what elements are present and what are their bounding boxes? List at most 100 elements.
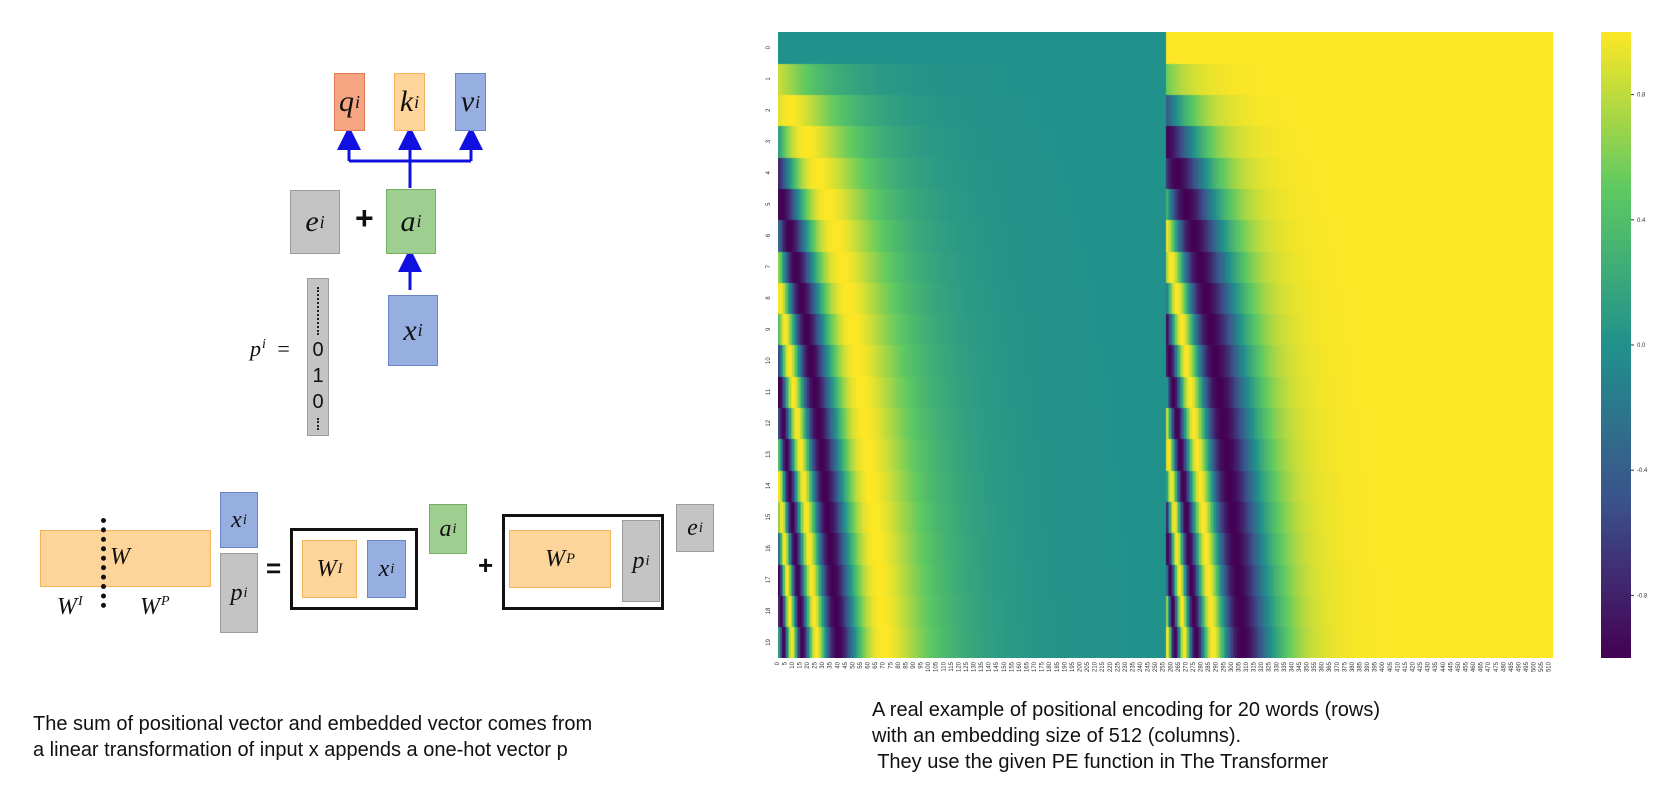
x-tick-label: 160 [1017,661,1023,672]
y-tick-label: 13 [766,451,772,458]
y-tick-label: 19 [766,638,772,645]
y-tick-label: 3 [766,139,772,143]
x-tick-label: 205 [1085,661,1091,672]
wi-x-group [290,528,418,610]
x-tick-label: 485 [1509,661,1515,672]
y-tick-label: 15 [766,513,772,520]
x-tick-label: 30 [820,661,826,668]
y-tick-label: 16 [766,544,772,551]
x-tick-label: 370 [1335,661,1341,672]
x-tick-label: 465 [1479,661,1485,672]
weight-matrix-w [40,530,211,587]
x-tick-label: 65 [873,661,879,668]
x-tick-label: 230 [1123,661,1129,672]
x-tick-label: 125 [964,661,970,672]
x-tick-label: 115 [949,661,955,671]
x-tick-label: 175 [1040,661,1046,672]
x-tick-label: 395 [1373,661,1379,672]
x-tick-label: 60 [866,661,872,668]
x-tick-label: 20 [805,661,811,668]
x-tick-label: 390 [1365,661,1371,672]
heatmap-canvas [778,32,1553,658]
x-tick-label: 195 [1070,661,1076,672]
one-hot-vector: 0 1 0 [307,278,329,436]
y-tick-label: 14 [766,482,772,489]
y-tick-label: 7 [766,264,772,268]
x-tick-label: 240 [1138,661,1144,672]
x-tick-label: 500 [1532,661,1538,672]
x-tick-label: 15 [797,661,803,668]
x-tick-label: 210 [1093,661,1099,672]
x-tick-label: 245 [1146,661,1152,672]
y-tick-label: 10 [766,357,772,364]
connector-arrows [337,126,483,290]
y-tick-label: 6 [766,233,772,237]
x-tick-label: 440 [1441,661,1447,672]
x-tick-label: 430 [1426,661,1432,672]
colorbar-tick-label: -0.4 [1637,468,1648,474]
x-tick-label: 435 [1433,661,1439,672]
x-tick-label: 5 [782,661,788,665]
x-tick-label: 155 [1009,661,1015,672]
y-tick-label: 2 [766,108,772,112]
matrix-split-line [101,518,106,608]
x-tick-label: 75 [888,661,894,668]
plus-operator-bottom: + [478,550,494,580]
y-tick-label: 8 [766,296,772,300]
x-tick-label: 145 [994,661,1000,672]
x-tick-label: 365 [1327,661,1333,672]
x-tick-label: 225 [1115,661,1121,672]
x-tick-label: 290 [1214,661,1220,672]
colorbar-tick-label: 0.8 [1637,93,1646,99]
colorbar-tick-label: -0.8 [1637,593,1648,599]
x-tick-label: 495 [1524,661,1530,672]
x-tick-label: 450 [1456,661,1462,672]
wp-label: WP [140,594,170,620]
x-tick-label: 460 [1471,661,1477,672]
y-tick-label: 4 [766,171,772,175]
colorbar [1601,32,1631,658]
one-hot-value: 0 [312,339,324,361]
x-tick-label: 200 [1077,661,1083,672]
plus-operator: + [355,200,374,236]
x-tick-label: 330 [1274,661,1280,672]
vertical-ellipsis-top [317,287,321,335]
x-tick-label: 405 [1388,661,1394,672]
x-tick-label: 275 [1191,661,1197,672]
y-tick-label: 1 [766,77,772,81]
x-tick-label: 475 [1494,661,1500,672]
x-tick-label: 300 [1229,661,1235,672]
x-tick-label: 350 [1305,661,1311,672]
x-tick-label: 380 [1350,661,1356,672]
x-tick-label: 70 [881,661,887,668]
x-tick-label: 220 [1108,661,1114,672]
x-tick-label: 55 [858,661,864,668]
x-tick-label: 100 [926,661,932,672]
x-tick-label: 280 [1199,661,1205,672]
y-tick-label: 17 [766,576,772,583]
x-tick-label: 40 [835,661,841,668]
x-tick-label: 285 [1206,661,1212,672]
x-tick-label: 445 [1448,661,1454,672]
x-tick-label: 325 [1267,661,1273,672]
x-tick-label: 480 [1501,661,1507,672]
x-tick-label: 315 [1252,661,1258,672]
x-tick-label: 10 [790,661,796,668]
left-caption: The sum of positional vector and embedde… [33,713,593,761]
x-tick-label: 215 [1100,661,1106,672]
x-tick-label: 150 [1002,661,1008,672]
x-tick-label: 140 [987,661,993,672]
x-tick-label: 250 [1153,661,1159,672]
x-tick-label: 410 [1395,661,1401,672]
x-tick-label: 320 [1259,661,1265,672]
y-tick-label: 18 [766,607,772,614]
